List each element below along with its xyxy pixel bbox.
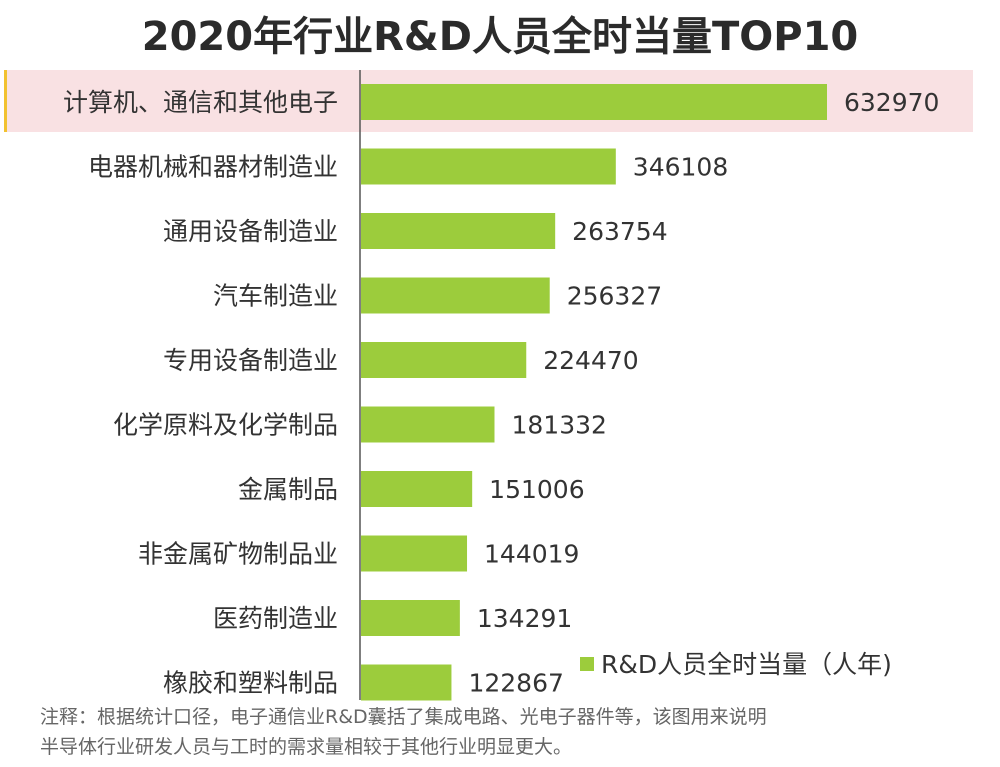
bar [361,471,473,507]
category-label: 汽车制造业 [213,282,338,311]
category-label: 通用设备制造业 [163,217,338,246]
data-label: 263754 [572,217,667,246]
data-label: 134291 [477,604,572,633]
bar [361,406,495,443]
footnote-line-2: 半导体行业研发人员与工时的需求量相较于其他行业明显更大。 [40,736,573,758]
data-label: 256327 [567,282,662,311]
data-label: 224470 [543,346,638,375]
category-label: 电器机械和器材制造业 [88,153,338,182]
bar [361,277,550,314]
bar [361,600,460,636]
data-label: 122867 [468,669,563,698]
category-label: 橡胶和塑料制品 [163,669,338,698]
data-label: 181332 [511,411,606,440]
highlight-accent [4,70,7,132]
bar [361,84,827,120]
legend-swatch [580,657,594,671]
bar [361,213,556,249]
chart-title: 2020年行业R&D人员全时当量TOP10 [141,14,859,60]
category-label: 计算机、通信和其他电子 [63,88,338,117]
legend-label: R&D人员全时当量（人年) [601,650,892,679]
bar [361,342,527,378]
data-label: 144019 [484,540,579,569]
category-label: 医药制造业 [213,604,338,633]
bar [361,148,616,185]
data-label: 151006 [489,475,584,504]
bar [361,664,452,701]
category-label: 金属制品 [238,475,338,504]
category-label: 非金属矿物制品业 [138,540,338,569]
bar [361,535,468,572]
data-label: 346108 [633,153,728,182]
category-label: 专用设备制造业 [163,346,338,375]
footnote-line-1: 注释：根据统计口径，电子通信业R&D囊括了集成电路、光电子器件等，该图用来说明 [40,706,767,728]
footnote: 注释：根据统计口径，电子通信业R&D囊括了集成电路、光电子器件等，该图用来说明 … [40,702,980,762]
category-label: 化学原料及化学制品 [113,411,338,440]
data-label: 632970 [844,88,939,117]
